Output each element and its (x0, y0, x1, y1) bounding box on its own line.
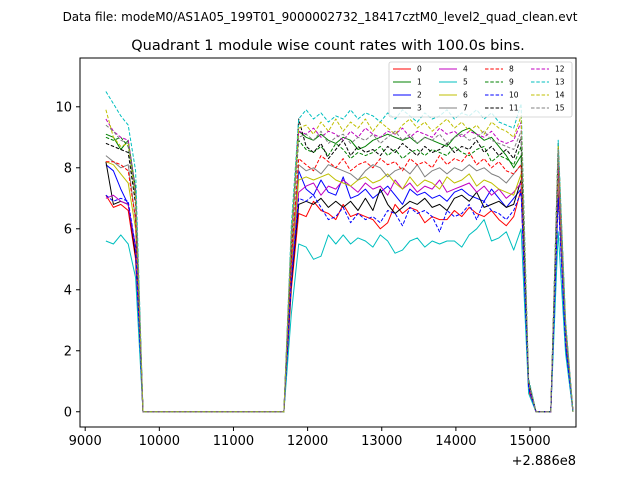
y-tick-label: 6 (64, 222, 72, 237)
legend-label-10: 10 (509, 91, 519, 100)
legend-label-0: 0 (417, 65, 422, 74)
y-tick-label: 2 (64, 344, 72, 359)
legend-label-12: 12 (555, 65, 565, 74)
x-tick-label: 13000 (361, 434, 402, 449)
legend-label-2: 2 (417, 91, 422, 100)
legend-label-13: 13 (555, 78, 565, 87)
series-line-15 (105, 124, 574, 413)
y-tick-label: 10 (55, 100, 72, 115)
legend-label-14: 14 (555, 91, 565, 100)
y-tick-label: 4 (64, 283, 72, 298)
legend-frame (388, 61, 573, 118)
legend-label-5: 5 (463, 78, 468, 87)
chart-title: Quadrant 1 module wise count rates with … (131, 38, 525, 54)
legend-label-8: 8 (509, 65, 514, 74)
y-tick-label: 8 (64, 161, 72, 176)
legend-label-11: 11 (509, 104, 519, 113)
x-axis-offset-label: +2.886e8 (512, 454, 576, 469)
legend-label-6: 6 (463, 91, 468, 100)
y-axis: 0 2 4 6 8 10 (55, 100, 80, 420)
x-tick-label: 9000 (69, 434, 102, 449)
figure-suptitle: Data file: modeM0/AS1A05_199T01_90000027… (63, 10, 578, 24)
axes-frame (79, 57, 577, 428)
legend-label-4: 4 (463, 65, 468, 74)
x-axis: 9000 10000 11000 12000 13000 14000 15000 (69, 427, 551, 449)
plot-area (79, 57, 577, 428)
x-tick-label: 15000 (509, 434, 550, 449)
legend-label-3: 3 (417, 104, 422, 113)
x-tick-label: 12000 (287, 434, 328, 449)
x-tick-label: 11000 (213, 434, 254, 449)
legend-label-1: 1 (417, 78, 422, 87)
legend-label-15: 15 (555, 104, 565, 113)
y-tick-label: 0 (64, 405, 72, 420)
series-layer (105, 91, 574, 413)
legend-label-7: 7 (463, 104, 468, 113)
x-tick-label: 14000 (435, 434, 476, 449)
legend-label-9: 9 (509, 78, 514, 87)
x-tick-label: 10000 (139, 434, 180, 449)
